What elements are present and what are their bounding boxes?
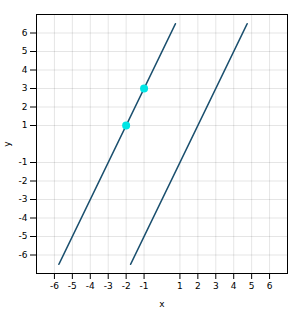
svg-text:1: 1 [22, 120, 28, 130]
svg-text:-1: -1 [19, 157, 28, 167]
svg-text:3: 3 [213, 281, 219, 291]
svg-text:-2: -2 [19, 176, 28, 186]
svg-text:2: 2 [22, 102, 28, 112]
svg-text:-6: -6 [50, 281, 59, 291]
svg-text:-2: -2 [122, 281, 131, 291]
svg-text:-3: -3 [104, 281, 113, 291]
svg-text:2: 2 [195, 281, 201, 291]
svg-text:x: x [159, 299, 165, 309]
svg-text:-4: -4 [19, 213, 28, 223]
svg-text:y: y [2, 141, 12, 147]
svg-text:4: 4 [231, 281, 237, 291]
svg-text:5: 5 [249, 281, 255, 291]
svg-text:-3: -3 [19, 194, 28, 204]
svg-text:-1: -1 [140, 281, 149, 291]
svg-text:-6: -6 [19, 250, 28, 260]
svg-text:6: 6 [267, 281, 273, 291]
svg-text:1: 1 [177, 281, 183, 291]
svg-text:5: 5 [22, 46, 28, 56]
svg-text:-5: -5 [68, 281, 77, 291]
svg-text:4: 4 [22, 65, 28, 75]
svg-text:3: 3 [22, 83, 28, 93]
svg-text:-4: -4 [86, 281, 95, 291]
svg-text:6: 6 [22, 28, 28, 38]
svg-text:-5: -5 [19, 231, 28, 241]
